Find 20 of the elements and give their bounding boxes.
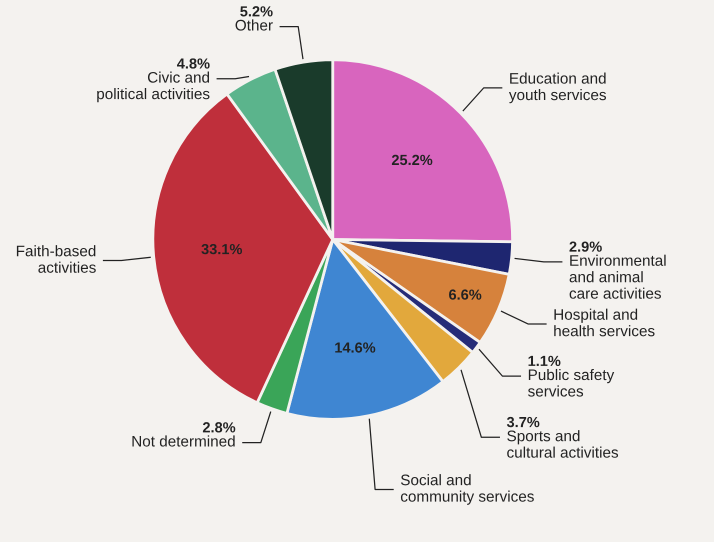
slice-label: Not determined: [132, 435, 235, 447]
slice-label: Hospital and health services: [554, 308, 655, 336]
data-label: 4.8%: [176, 58, 210, 69]
slice-label: Education and youth services: [508, 72, 606, 104]
slice-label: Civic and political activities: [97, 72, 210, 102]
data-label: 25.2%: [392, 154, 432, 166]
slice-label: Sports and cultural activities: [507, 430, 618, 458]
slice-label: Other: [236, 19, 273, 31]
data-label: 33.1%: [201, 244, 242, 254]
slice-label: Social and community services: [400, 474, 534, 505]
data-label: 14.6%: [335, 342, 376, 353]
data-label: 2.9%: [569, 241, 602, 252]
slice-label: Public safety services: [528, 368, 614, 397]
slice-label: Faith-based activities: [16, 245, 96, 273]
data-label: 2.8%: [202, 422, 236, 433]
data-label: 6.6%: [449, 289, 482, 300]
data-label: 5.2%: [240, 6, 273, 17]
data-label: 3.7%: [506, 416, 540, 428]
data-label: 1.1%: [528, 356, 560, 366]
slice-label: Environmental and animal care activities: [570, 254, 666, 299]
